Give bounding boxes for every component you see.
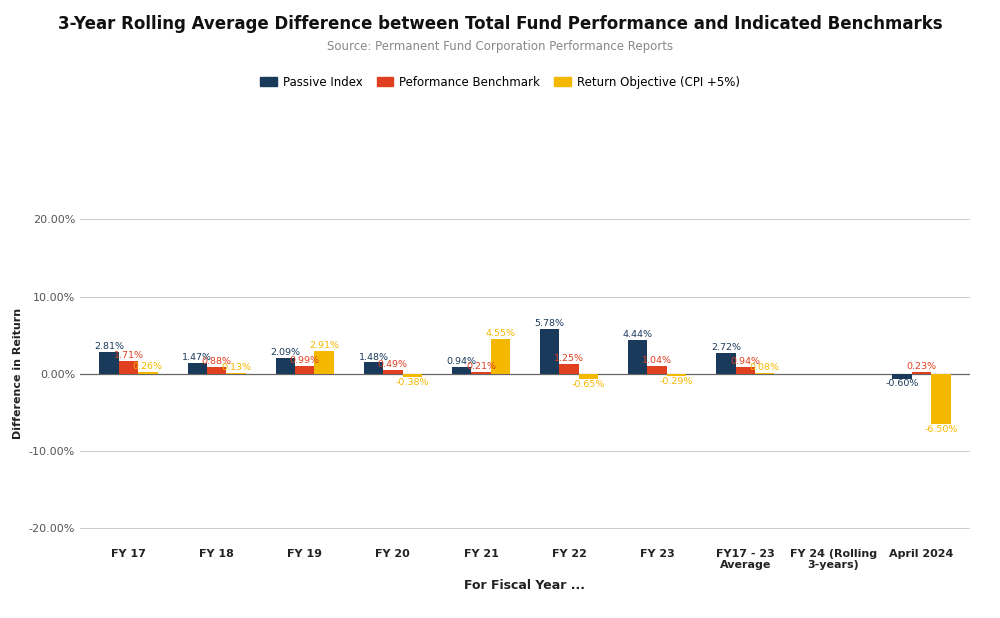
Text: -0.60%: -0.60%: [885, 379, 919, 389]
Text: 0.88%: 0.88%: [202, 357, 232, 366]
Text: -0.65%: -0.65%: [572, 380, 605, 389]
Text: -0.38%: -0.38%: [395, 378, 429, 387]
Bar: [912, 372, 931, 374]
Bar: [188, 363, 207, 374]
Bar: [295, 366, 314, 374]
Text: 0.21%: 0.21%: [466, 362, 496, 371]
Text: 1.48%: 1.48%: [358, 352, 388, 362]
Text: 0.94%: 0.94%: [447, 357, 477, 366]
Bar: [628, 340, 647, 374]
Text: 2.81%: 2.81%: [94, 342, 124, 351]
Text: 0.49%: 0.49%: [378, 360, 408, 369]
Text: 2.91%: 2.91%: [309, 342, 339, 350]
Bar: [364, 362, 383, 374]
Bar: [452, 366, 471, 374]
Text: 0.23%: 0.23%: [906, 362, 937, 371]
Bar: [314, 352, 334, 374]
Bar: [471, 372, 491, 374]
Bar: [540, 329, 559, 374]
Text: Source: Permanent Fund Corporation Performance Reports: Source: Permanent Fund Corporation Perfo…: [327, 40, 673, 53]
Text: 0.08%: 0.08%: [750, 363, 780, 372]
Bar: [736, 366, 755, 374]
Text: 4.55%: 4.55%: [485, 329, 515, 338]
Bar: [138, 372, 158, 374]
Text: -0.29%: -0.29%: [660, 377, 693, 386]
Bar: [99, 352, 119, 374]
Text: 0.13%: 0.13%: [221, 363, 251, 372]
Bar: [276, 358, 295, 374]
Bar: [491, 339, 510, 374]
Bar: [647, 366, 667, 374]
Text: -6.50%: -6.50%: [924, 425, 958, 434]
Legend: Passive Index, Peformance Benchmark, Return Objective (CPI +5%): Passive Index, Peformance Benchmark, Ret…: [256, 71, 744, 93]
Text: 3-Year Rolling Average Difference between Total Fund Performance and Indicated B: 3-Year Rolling Average Difference betwee…: [58, 15, 942, 33]
Text: 0.94%: 0.94%: [730, 357, 760, 366]
Text: 1.25%: 1.25%: [554, 354, 584, 363]
Bar: [226, 373, 246, 374]
Text: 5.78%: 5.78%: [535, 320, 565, 328]
Text: 2.09%: 2.09%: [270, 348, 300, 357]
Text: 0.99%: 0.99%: [290, 357, 320, 365]
Text: 1.47%: 1.47%: [182, 353, 212, 362]
Text: 1.71%: 1.71%: [113, 351, 143, 360]
Bar: [579, 374, 598, 379]
Text: 1.04%: 1.04%: [642, 356, 672, 365]
X-axis label: For Fiscal Year ...: For Fiscal Year ...: [464, 578, 586, 591]
Bar: [559, 364, 579, 374]
Text: 0.26%: 0.26%: [133, 362, 163, 371]
Y-axis label: Difference in Reiturn: Difference in Reiturn: [13, 308, 23, 439]
Bar: [207, 367, 226, 374]
Bar: [403, 374, 422, 377]
Bar: [119, 361, 138, 374]
Bar: [716, 353, 736, 374]
Bar: [892, 374, 912, 378]
Text: 4.44%: 4.44%: [623, 329, 653, 339]
Bar: [667, 374, 686, 376]
Text: 2.72%: 2.72%: [711, 343, 741, 352]
Bar: [931, 374, 951, 424]
Bar: [383, 370, 403, 374]
